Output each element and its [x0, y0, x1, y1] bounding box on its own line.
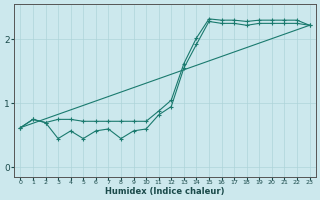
- X-axis label: Humidex (Indice chaleur): Humidex (Indice chaleur): [105, 187, 225, 196]
